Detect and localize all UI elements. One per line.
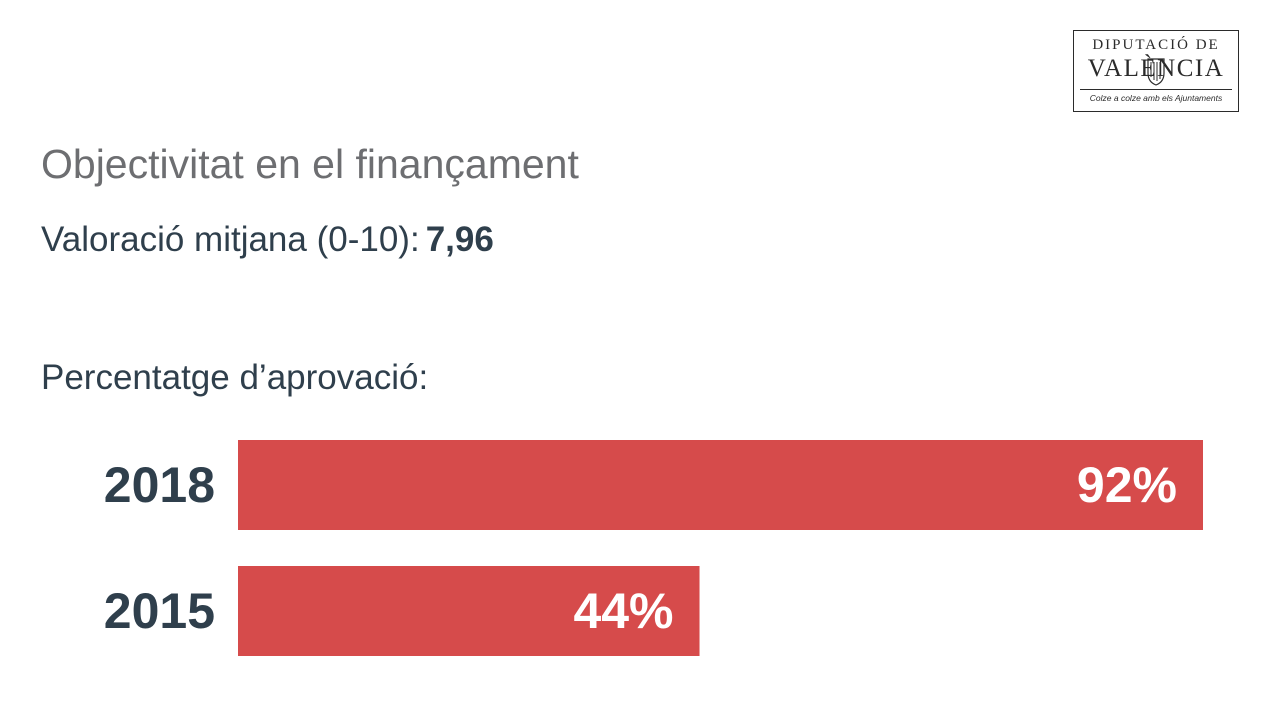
category-label-2018: 2018 bbox=[104, 457, 215, 513]
crest-icon bbox=[1147, 58, 1165, 86]
category-label-2015: 2015 bbox=[104, 583, 215, 639]
rating-label: Valoració mitjana (0-10): bbox=[41, 220, 420, 259]
approval-label: Percentatge d’aprovació: bbox=[41, 358, 429, 397]
logo-line1: DIPUTACIÓ DE bbox=[1092, 37, 1220, 53]
logo-rule bbox=[1080, 89, 1232, 90]
bar-2015 bbox=[238, 566, 700, 656]
diputacio-valencia-logo: DIPUTACIÓ DE VALÈNCIA Colze a colze amb … bbox=[1073, 30, 1239, 112]
rating-line: Valoració mitjana (0-10): 7,96 bbox=[41, 220, 494, 260]
value-label-2018: 92% bbox=[1077, 457, 1177, 513]
bar-2018 bbox=[238, 440, 1203, 530]
value-label-2015: 44% bbox=[573, 583, 673, 639]
page-title: Objectivitat en el finançament bbox=[41, 141, 579, 187]
logo-tagline: Colze a colze amb els Ajuntaments bbox=[1089, 93, 1223, 103]
rating-value: 7,96 bbox=[425, 220, 494, 259]
